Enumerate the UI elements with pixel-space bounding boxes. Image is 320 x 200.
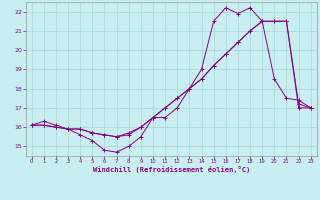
X-axis label: Windchill (Refroidissement éolien,°C): Windchill (Refroidissement éolien,°C) (92, 166, 250, 173)
